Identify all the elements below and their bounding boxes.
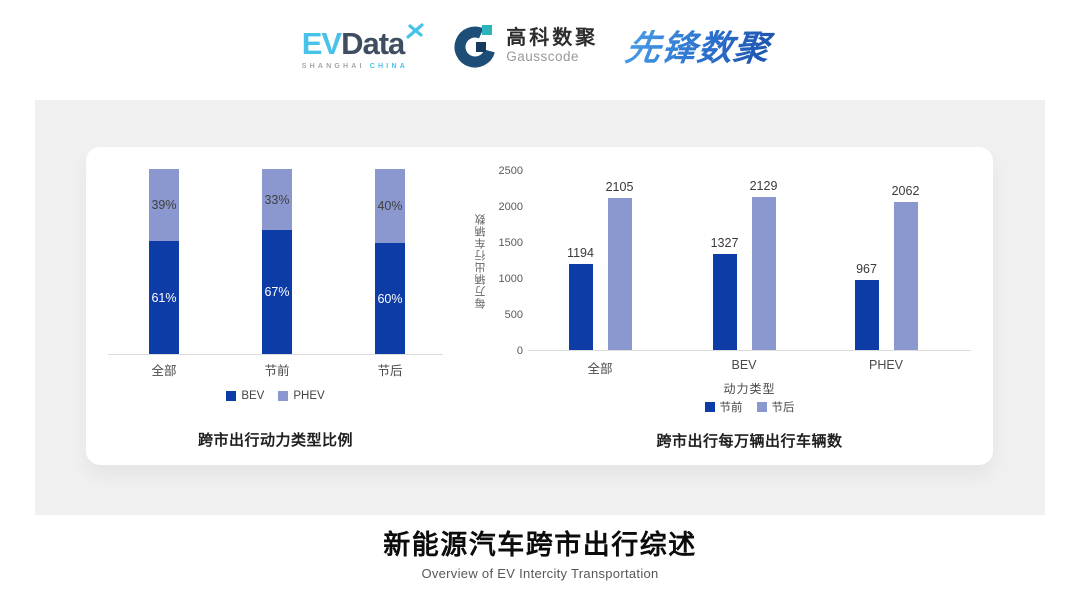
y-tick-label: 0 [516,345,523,357]
page-subtitle: Overview of EV Intercity Transportation [421,566,659,582]
category-label: 节后 [377,364,403,378]
stacked-bar: 33% 67% [262,169,292,354]
category-label: 节前 [264,364,290,378]
stacked-categories: 全部 节前 节后 [108,360,443,378]
before-holiday-bar [568,264,593,350]
stacked-bar: 39% 61% [149,169,179,354]
evdata-wordmark: EV Data [302,22,426,59]
legend-label: 节后 [771,402,795,414]
stacked-legend: BEV PHEV [108,389,443,403]
bev-bar-segment: 67% [262,230,292,354]
legend-item: 节前 [704,399,743,415]
phev-value-label: 40% [377,199,403,213]
stacked-chart-title: 跨市出行动力类型比例 [197,432,353,449]
before-holiday-bar [712,254,737,350]
phev-bar-segment: 39% [149,169,179,241]
logo-bar: EV Data SHANGHAI CHINA 高科数聚 Gausscode 先锋数… [0,20,1080,71]
charts-panel: 39% 61% 33% 67% 40% 60% 全部 节前 节后 BEV PHEV 跨市出行动力… [35,100,1045,515]
bev-bar-segment: 61% [149,241,179,354]
bev-value-label: 67% [264,285,290,299]
bev-bar-segment: 60% [375,243,405,354]
bev-value-label: 60% [377,291,403,306]
legend-item: 节后 [756,399,795,415]
bev-value-label: 61% [151,290,177,305]
bar-value-label: 2129 [749,179,778,193]
before-holiday-bar [854,280,879,350]
x-axis-label: 动力类型 [723,382,776,396]
evdata-logo: EV Data SHANGHAI CHINA [302,22,426,70]
legend-label: BEV [241,390,265,402]
gausscode-wordmark: 高科数聚 Gausscode [506,27,598,64]
gausscode-chinese-text: 高科数聚 [506,27,599,49]
legend-label: PHEV [293,390,325,402]
phev-value-label: 39% [151,198,177,212]
y-tick-label: 500 [504,309,523,321]
category-label: 全部 [587,362,613,376]
gausscode-g-icon [454,24,496,67]
pioneer-logo: 先锋数聚 [623,20,782,71]
bar-value-label: 967 [856,262,877,276]
grouped-chart-title: 跨市出行每万辆出行车辆数 [656,433,843,450]
y-tick-label: 2500 [498,165,523,177]
bar-value-label: 2105 [605,180,634,194]
category-label: BEV [731,358,757,372]
grouped-plot: 1194 2105 1327 2129 967 2062 [528,171,971,351]
evdata-x-icon [406,22,424,39]
legend-swatch-icon [704,402,715,412]
footer: 新能源汽车跨市出行综述 Overview of EV Intercity Tra… [0,529,1080,581]
legend-swatch-icon [756,402,767,412]
y-tick-label: 1000 [498,273,523,285]
stacked-chart: 39% 61% 33% 67% 40% 60% 全部 节前 节后 BEV PHEV 跨市出行动力… [108,169,443,450]
legend-item: BEV [226,390,264,402]
stacked-plot: 39% 61% 33% 67% 40% 60% [108,169,443,355]
gausscode-logo: 高科数聚 Gausscode [453,23,598,69]
grouped-chart: 每万辆出行车辆数 0 500 1000 1500 2000 2500 1194 2105 13… [466,165,971,461]
evdata-ev-text: EV [301,25,342,61]
page-title: 新能源汽车跨市出行综述 [383,530,697,560]
legend-label: 节前 [719,402,743,414]
y-tick-label: 2000 [498,201,523,213]
evdata-data-text: Data [341,25,405,61]
evdata-shanghai-text: SHANGHAI [301,62,365,70]
stacked-bar: 40% 60% [375,169,405,354]
gausscode-english-text: Gausscode [506,49,580,64]
bar-value-label: 1327 [710,236,739,250]
bar-value-label: 2062 [891,184,920,198]
evdata-china-text: CHINA [369,62,408,70]
phev-value-label: 33% [264,192,290,207]
phev-bar-segment: 33% [262,169,292,230]
category-label: PHEV [868,358,904,372]
phev-bar-segment: 40% [375,169,405,243]
legend-swatch-icon [226,391,237,401]
legend-swatch-icon [278,391,289,401]
grouped-categories: 全部 BEV PHEV [528,358,971,376]
grouped-legend: 节前 节后 [528,400,971,414]
after-holiday-bar [607,198,632,350]
legend-item: PHEV [278,390,325,402]
evdata-subtext: SHANGHAI CHINA [302,63,426,70]
after-holiday-bar [893,202,918,350]
bar-value-label: 1194 [567,246,594,260]
y-axis-ticks: 0 500 1000 1500 2000 2500 [466,165,523,357]
category-label: 全部 [151,364,177,378]
after-holiday-bar [751,197,776,350]
y-tick-label: 1500 [498,237,523,249]
charts-card: 39% 61% 33% 67% 40% 60% 全部 节前 节后 BEV PHEV 跨市出行动力… [86,147,993,465]
